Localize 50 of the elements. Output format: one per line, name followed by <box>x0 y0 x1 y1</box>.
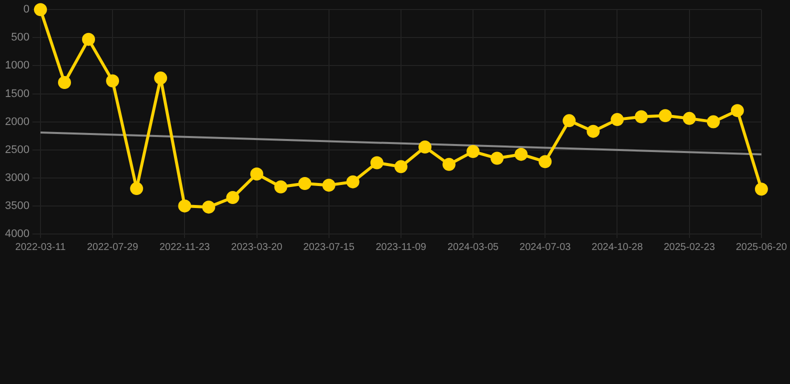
point <box>466 145 480 158</box>
point <box>538 155 552 168</box>
y-tick-label: 3500 <box>4 200 30 212</box>
point <box>706 115 720 128</box>
point <box>82 32 96 46</box>
y-tick-label: 4000 <box>4 228 30 240</box>
x-tick-label: 2024-10-28 <box>592 242 644 253</box>
point <box>754 182 768 196</box>
y-tick-label: 0 <box>23 4 30 16</box>
point <box>730 104 744 118</box>
point <box>394 160 408 174</box>
point <box>658 109 672 122</box>
point <box>442 158 456 171</box>
point <box>514 148 528 161</box>
point <box>370 156 384 170</box>
x-tick-label: 2024-07-03 <box>520 242 572 253</box>
point <box>178 199 192 212</box>
x-tick-label: 2023-03-20 <box>231 242 283 253</box>
y-tick-label: 1000 <box>4 60 30 72</box>
point <box>322 178 336 192</box>
point <box>346 175 360 188</box>
x-tick-label: 2023-11-09 <box>376 242 427 253</box>
x-tick-label: 2025-02-23 <box>664 242 716 253</box>
point <box>226 191 240 204</box>
point <box>610 113 624 126</box>
y-tick-label: 3000 <box>4 172 30 184</box>
x-tick-label: 2022-03-11 <box>15 242 66 253</box>
point <box>274 180 288 194</box>
point <box>58 76 72 90</box>
x-tick-label: 2023-07-15 <box>303 242 355 253</box>
y-tick-label: 500 <box>11 32 30 44</box>
x-tick-label: 2024-03-05 <box>447 242 500 253</box>
y-tick-label: 2000 <box>4 116 30 128</box>
point <box>298 177 312 190</box>
x-tick-label: 2025-06-20 <box>736 242 788 253</box>
point <box>634 110 648 124</box>
point <box>562 114 576 128</box>
point <box>490 152 504 165</box>
x-tick-label: 2022-07-29 <box>86 242 139 253</box>
point <box>106 74 120 88</box>
point <box>154 72 168 85</box>
point <box>130 182 144 196</box>
point <box>202 200 216 214</box>
x-tick-label: 2022-11-23 <box>159 242 210 253</box>
point <box>682 112 696 125</box>
point <box>418 140 432 154</box>
y-tick-label: 2500 <box>4 144 30 156</box>
point <box>250 167 264 180</box>
y-tick-label: 1500 <box>4 88 30 100</box>
point <box>586 124 600 138</box>
